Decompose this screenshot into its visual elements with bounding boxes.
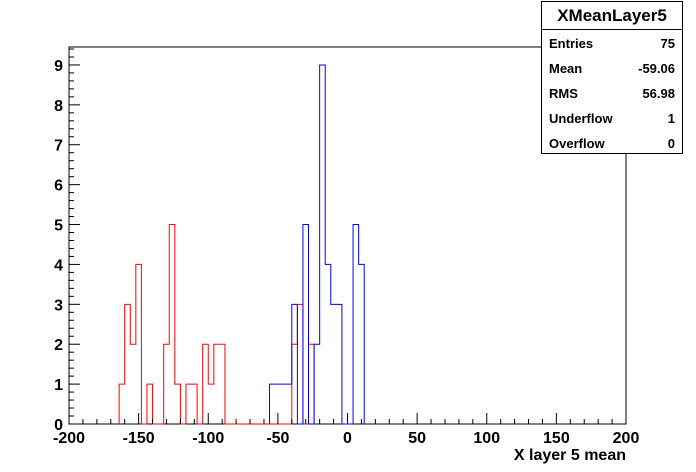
stats-value: 0 xyxy=(667,136,675,151)
x-tick-label: -150 xyxy=(123,430,155,447)
x-tick-label: 200 xyxy=(613,430,640,447)
y-tick-label: 4 xyxy=(54,257,63,274)
x-tick-label: 100 xyxy=(473,430,500,447)
x-tick-label: 0 xyxy=(343,430,352,447)
x-axis-label: X layer 5 mean xyxy=(514,447,626,464)
stats-row-underflow: Underflow 1 xyxy=(542,106,682,131)
stats-value: 56.98 xyxy=(642,86,675,101)
x-tick-label: -100 xyxy=(192,430,224,447)
y-tick-label: 7 xyxy=(54,138,63,155)
histogram-series-1 xyxy=(269,64,365,425)
stats-row-overflow: Overflow 0 xyxy=(542,131,682,156)
stats-label: Underflow xyxy=(549,111,613,126)
x-tick-label: 50 xyxy=(408,430,426,447)
axis-layer: -200 -150 -100 -50 0 50 100 150 200 0 1 2 3 4 5 6 7 8 9 xyxy=(53,48,640,447)
y-tick-label: 2 xyxy=(54,337,63,354)
stats-box: XMeanLayer5 Entries 75 Mean -59.06 RMS 5… xyxy=(541,1,683,154)
histogram-series-0 xyxy=(118,224,315,425)
stats-label: Overflow xyxy=(549,136,605,151)
stats-row-entries: Entries 75 xyxy=(542,31,682,56)
stats-label: Mean xyxy=(549,61,583,76)
series-layer xyxy=(118,64,365,425)
y-tick-label: 3 xyxy=(54,297,63,314)
y-tick-label: 8 xyxy=(54,98,63,115)
y-tick-label: 6 xyxy=(54,178,63,195)
y-tick-label: 0 xyxy=(54,417,63,434)
y-tick-label: 1 xyxy=(54,377,63,394)
stats-title: XMeanLayer5 xyxy=(542,2,682,30)
stats-label: RMS xyxy=(549,86,578,101)
y-tick-label: 9 xyxy=(54,58,63,75)
stats-label: Entries xyxy=(549,36,594,51)
stats-row-mean: Mean -59.06 xyxy=(542,56,682,81)
x-tick-label: 150 xyxy=(543,430,570,447)
stats-value: 75 xyxy=(660,36,675,51)
y-tick-label: 5 xyxy=(54,218,63,235)
stats-value: -59.06 xyxy=(638,61,675,76)
x-tick-label: -200 xyxy=(53,430,85,447)
x-tick-label: -50 xyxy=(266,430,289,447)
stats-row-rms: RMS 56.98 xyxy=(542,81,682,106)
stats-value: 1 xyxy=(667,111,675,126)
